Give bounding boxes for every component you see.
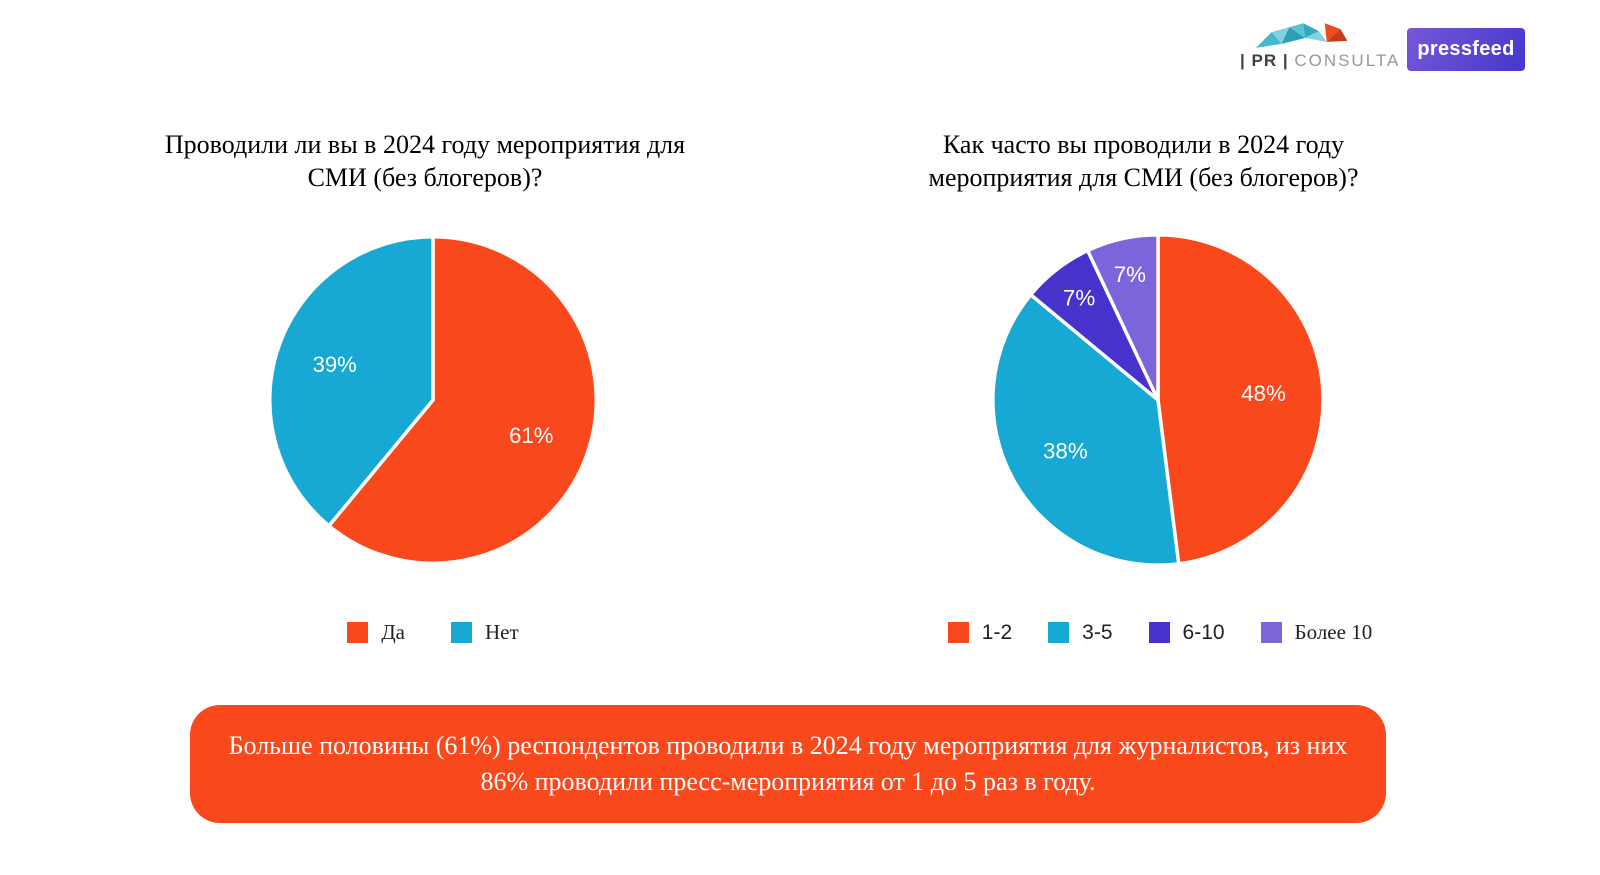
pie-data-label: 38% [1043,438,1088,463]
pr-consulta-logo: | PR | CONSULTA [1240,22,1398,70]
pie-slice-Более 10 [1085,233,1160,402]
legend-swatch-icon [1260,622,1282,643]
legend-swatch-icon [947,622,969,643]
legend-label: Да [381,620,405,644]
legend-item-Нет: Нет [450,620,519,645]
pie-data-label: 7% [1063,286,1095,311]
pr-consulta-bird-icon [1255,23,1348,48]
legend-label: 1-2 [981,620,1013,644]
summary-text: Больше половины (61%) респондентов прово… [228,731,1348,796]
legend-swatch-icon [347,622,369,643]
legend-item-6-10: 6-10 [1148,620,1225,645]
pie-chart-right: 48% 38% 7% 7% [991,233,1325,567]
pie-data-label: 48% [1241,381,1286,406]
legend-swatch-icon [1148,622,1170,643]
legend-swatch-icon [1048,622,1070,643]
pie-slice-Нет [268,235,435,528]
legend-item-1-2: 1-2 [947,620,1013,645]
pie-slice-1-2 [1156,233,1325,566]
legend-label: 3-5 [1082,620,1113,644]
pr-consulta-wordmark: | PR | CONSULTA [1240,51,1398,70]
legend-swatch-icon [450,622,472,643]
pie-slice-3-5 [991,293,1181,567]
pie-data-label: 7% [1114,262,1146,287]
chart-title-right: Как часто вы проводили в 2024 году мероп… [928,130,1359,192]
legend-left: Да Нет [263,620,603,645]
pie-data-label: 39% [313,352,357,377]
legend-right: 1-2 3-5 6-10 Более 10 [880,620,1440,645]
legend-item-Более 10: Более 10 [1260,620,1373,645]
legend-label: 6-10 [1182,620,1225,644]
legend-item-3-5: 3-5 [1048,620,1113,645]
pressfeed-badge: pressfeed [1407,28,1525,71]
pie-chart-left: 61% 39% [268,235,598,565]
summary-callout: Больше половины (61%) респондентов прово… [190,705,1386,823]
legend-item-Да: Да [347,620,405,645]
consulta-text: CONSULTA [1294,51,1401,70]
legend-label: Более 10 [1294,620,1373,644]
chart-title-left: Проводили ли вы в 2024 году мероприятия … [164,130,686,192]
legend-label: Нет [484,620,519,644]
pr-text: | PR | [1240,51,1289,70]
pie-data-label: 61% [509,423,553,448]
pie-slice-Да [327,235,598,565]
